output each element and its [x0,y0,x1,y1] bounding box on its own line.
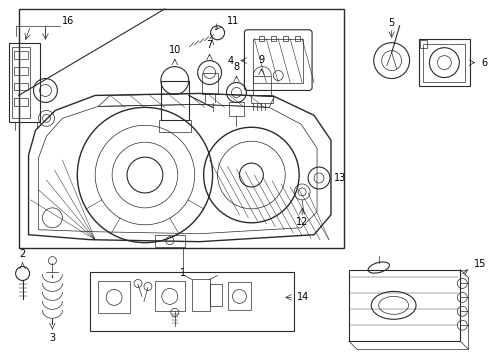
Text: 9: 9 [258,55,264,65]
Text: 7: 7 [206,40,212,50]
Bar [251,95,273,103]
Bar [191,279,209,311]
Bar [348,270,459,341]
Bar [253,39,303,82]
Text: 8: 8 [233,62,239,72]
Bar [12,47,29,118]
Bar [19,9,343,248]
Bar [159,120,190,132]
Bar [259,36,264,41]
Bar [155,282,184,311]
Bar [98,282,130,313]
Bar [253,76,271,95]
Text: 1: 1 [179,267,185,278]
Text: 3: 3 [49,333,55,343]
Bar [271,36,276,41]
Bar [209,284,221,306]
Bar [161,81,188,120]
Bar [418,39,469,86]
Bar [14,82,27,90]
Text: 2: 2 [20,249,26,258]
Bar [227,283,251,310]
Bar [201,73,217,94]
Bar [90,271,294,331]
Bar [423,44,464,81]
Bar [295,36,300,41]
Text: 13: 13 [333,173,346,183]
Bar [283,36,287,41]
Text: 11: 11 [226,16,238,26]
Bar [14,67,27,75]
Bar [9,43,41,122]
Text: 15: 15 [473,258,486,269]
Text: 14: 14 [297,292,309,302]
Bar [155,235,184,247]
Text: 6: 6 [480,58,487,68]
Text: 10: 10 [168,45,181,55]
Text: 12: 12 [295,217,307,227]
Bar [228,102,244,116]
Text: 5: 5 [388,18,394,28]
Text: 16: 16 [62,16,75,26]
Text: 4: 4 [227,56,233,66]
Bar [14,51,27,59]
Bar [419,40,427,48]
Bar [14,98,27,107]
